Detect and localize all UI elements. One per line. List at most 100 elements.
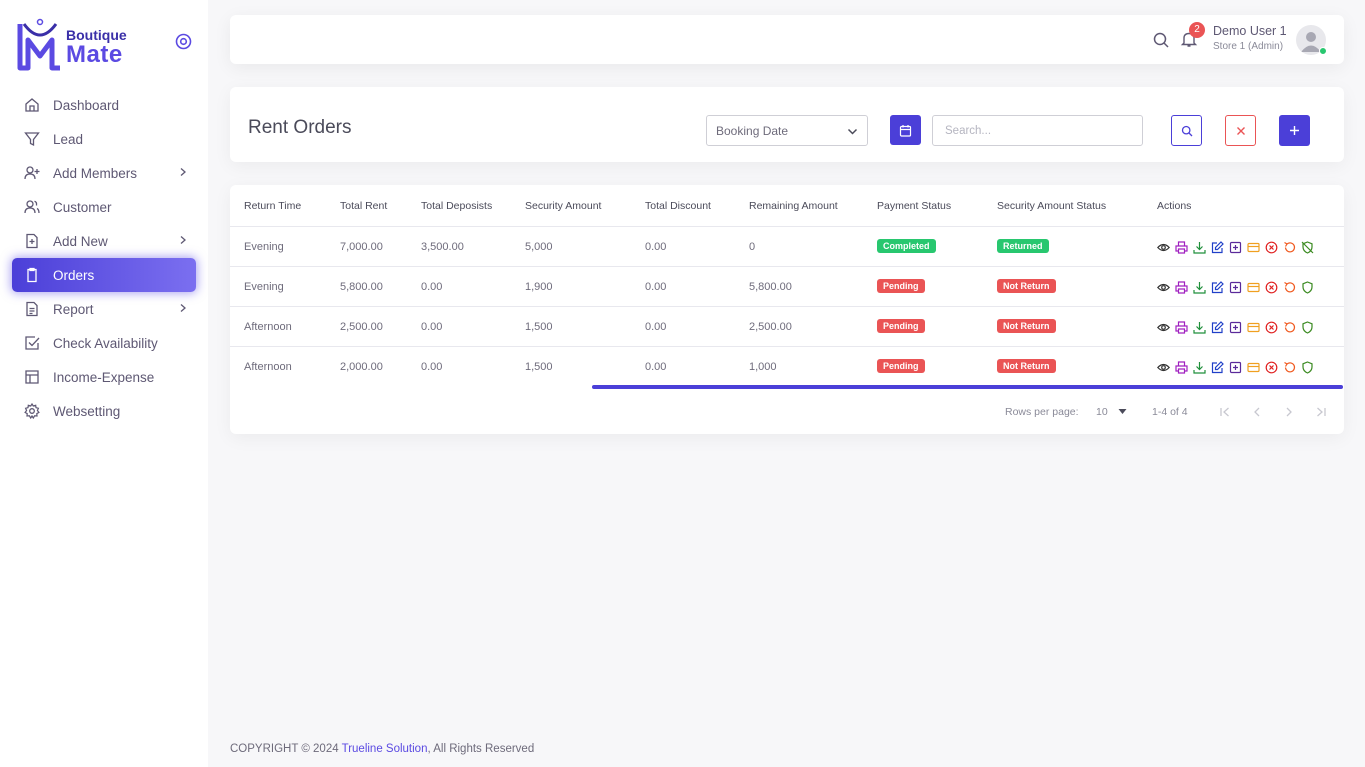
- view-icon[interactable]: [1156, 240, 1171, 255]
- view-icon[interactable]: [1156, 360, 1171, 375]
- sidebar-item-customer[interactable]: Customer: [12, 190, 196, 224]
- sidebar-item-orders[interactable]: Orders: [12, 258, 196, 292]
- edit-icon[interactable]: [1210, 320, 1225, 335]
- sidebar-item-add-members[interactable]: Add Members: [12, 156, 196, 190]
- page-range: 1-4 of 4: [1152, 406, 1188, 418]
- sidebar-item-label: Report: [53, 301, 94, 317]
- shield-off-icon[interactable]: [1300, 240, 1315, 255]
- sidebar-item-add-new[interactable]: Add New: [12, 224, 196, 258]
- cell-total-discount: 0.00: [645, 241, 667, 253]
- sidebar-item-label: Orders: [53, 267, 95, 283]
- cell-security-amount: 1,500: [525, 361, 553, 373]
- table-row: Evening 7,000.00 3,500.00 5,000 0.00 0 C…: [230, 227, 1344, 267]
- add-order-button[interactable]: [1279, 115, 1310, 146]
- search-button[interactable]: [1171, 115, 1202, 146]
- rows-per-page-select[interactable]: 10: [1096, 406, 1108, 418]
- add-item-icon[interactable]: [1228, 360, 1243, 375]
- return-icon[interactable]: [1282, 360, 1297, 375]
- cancel-icon[interactable]: [1264, 360, 1279, 375]
- row-actions: [1156, 320, 1315, 335]
- horizontal-scrollbar[interactable]: [592, 385, 1343, 389]
- copyright-suffix: , All Rights Reserved: [427, 743, 535, 755]
- edit-icon[interactable]: [1210, 280, 1225, 295]
- security-status-badge: Not Return: [997, 359, 1056, 373]
- settings-icon: [24, 403, 40, 419]
- caret-down-icon[interactable]: [1118, 408, 1127, 415]
- orders-table-card: Return Time Total Rent Total Deposists S…: [230, 185, 1344, 434]
- column-header[interactable]: Payment Status: [877, 200, 952, 212]
- column-header[interactable]: Total Rent: [340, 200, 388, 212]
- edit-icon[interactable]: [1210, 240, 1225, 255]
- sidebar-item-check-availability[interactable]: Check Availability: [12, 326, 196, 360]
- sidebar-nav: Dashboard Lead Add Members Customer Add …: [0, 88, 208, 428]
- calendar-button[interactable]: [890, 115, 921, 145]
- page-header-card: Rent Orders Booking Date Search...: [230, 87, 1344, 162]
- download-icon[interactable]: [1192, 240, 1207, 255]
- cancel-icon[interactable]: [1264, 280, 1279, 295]
- column-header[interactable]: Remaining Amount: [749, 200, 838, 212]
- add-item-icon[interactable]: [1228, 280, 1243, 295]
- column-header[interactable]: Security Amount Status: [997, 200, 1107, 212]
- print-icon[interactable]: [1174, 360, 1189, 375]
- chevron-right-icon: [180, 168, 186, 176]
- add-item-icon[interactable]: [1228, 320, 1243, 335]
- payment-card-icon[interactable]: [1246, 280, 1261, 295]
- cell-total-discount: 0.00: [645, 361, 667, 373]
- brand-logo[interactable]: Boutique Mate: [16, 16, 146, 74]
- file-plus-icon: [24, 233, 40, 249]
- column-header[interactable]: Security Amount: [525, 200, 602, 212]
- filter-icon: [24, 131, 40, 147]
- view-icon[interactable]: [1156, 320, 1171, 335]
- topbar: 2 Demo User 1 Store 1 (Admin): [230, 15, 1344, 64]
- return-icon[interactable]: [1282, 240, 1297, 255]
- cancel-icon[interactable]: [1264, 320, 1279, 335]
- column-header[interactable]: Total Deposists: [421, 200, 493, 212]
- cancel-icon[interactable]: [1264, 240, 1279, 255]
- prev-page-icon[interactable]: [1249, 404, 1265, 420]
- next-page-icon[interactable]: [1281, 404, 1297, 420]
- check-square-icon: [24, 335, 40, 351]
- download-icon[interactable]: [1192, 320, 1207, 335]
- sidebar-item-label: Dashboard: [53, 97, 120, 113]
- column-header[interactable]: Return Time: [244, 200, 302, 212]
- payment-card-icon[interactable]: [1246, 240, 1261, 255]
- company-link[interactable]: Trueline Solution: [341, 743, 428, 755]
- view-icon[interactable]: [1156, 280, 1171, 295]
- user-info[interactable]: Demo User 1 Store 1 (Admin): [1213, 24, 1287, 52]
- edit-icon[interactable]: [1210, 360, 1225, 375]
- notification-badge: 2: [1189, 22, 1205, 38]
- sidebar-item-report[interactable]: Report: [12, 292, 196, 326]
- sidebar-item-label: Check Availability: [53, 335, 158, 351]
- column-header[interactable]: Total Discount: [645, 200, 711, 212]
- clear-button[interactable]: [1225, 115, 1256, 146]
- layout-icon: [24, 369, 40, 385]
- sidebar-item-websetting[interactable]: Websetting: [12, 394, 196, 428]
- return-icon[interactable]: [1282, 280, 1297, 295]
- sidebar-item-income-expense[interactable]: Income-Expense: [12, 360, 196, 394]
- search-input[interactable]: Search...: [932, 115, 1143, 146]
- sidebar-item-label: Lead: [53, 131, 84, 147]
- first-page-icon[interactable]: [1217, 404, 1233, 420]
- print-icon[interactable]: [1174, 280, 1189, 295]
- shield-icon[interactable]: [1300, 320, 1315, 335]
- search-icon[interactable]: [1152, 31, 1170, 49]
- print-icon[interactable]: [1174, 320, 1189, 335]
- sidebar-item-dashboard[interactable]: Dashboard: [12, 88, 196, 122]
- payment-card-icon[interactable]: [1246, 320, 1261, 335]
- date-filter-select[interactable]: Booking Date: [706, 115, 868, 146]
- download-icon[interactable]: [1192, 280, 1207, 295]
- shield-icon[interactable]: [1300, 360, 1315, 375]
- return-icon[interactable]: [1282, 320, 1297, 335]
- sidebar-toggle-icon[interactable]: [175, 33, 192, 50]
- brand-word-2: Mate: [66, 41, 123, 68]
- sidebar-item-lead[interactable]: Lead: [12, 122, 196, 156]
- print-icon[interactable]: [1174, 240, 1189, 255]
- last-page-icon[interactable]: [1313, 404, 1329, 420]
- date-filter-value: Booking Date: [716, 124, 789, 138]
- payment-card-icon[interactable]: [1246, 360, 1261, 375]
- user-plus-icon: [24, 165, 40, 181]
- copyright-prefix: COPYRIGHT © 2024: [230, 743, 342, 755]
- shield-icon[interactable]: [1300, 280, 1315, 295]
- add-item-icon[interactable]: [1228, 240, 1243, 255]
- download-icon[interactable]: [1192, 360, 1207, 375]
